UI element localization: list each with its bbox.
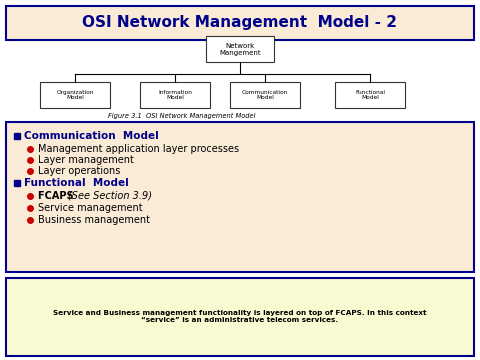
Text: Functional  Model: Functional Model bbox=[24, 178, 129, 188]
Text: Layer management: Layer management bbox=[38, 155, 134, 165]
FancyBboxPatch shape bbox=[140, 82, 210, 108]
Bar bbox=[14, 180, 20, 186]
Text: Functional
Model: Functional Model bbox=[355, 90, 385, 100]
Text: Service and Business management functionality is layered on top of FCAPS. In thi: Service and Business management function… bbox=[53, 310, 427, 324]
FancyBboxPatch shape bbox=[6, 6, 474, 40]
Text: Layer operations: Layer operations bbox=[38, 166, 120, 176]
Text: Figure 3.1  OSI Network Management Model: Figure 3.1 OSI Network Management Model bbox=[108, 113, 255, 119]
FancyBboxPatch shape bbox=[206, 36, 274, 62]
Text: Service management: Service management bbox=[38, 203, 143, 213]
Text: OSI Network Management  Model - 2: OSI Network Management Model - 2 bbox=[83, 15, 397, 31]
Text: Management application layer processes: Management application layer processes bbox=[38, 144, 239, 154]
Text: (See Section 3.9): (See Section 3.9) bbox=[68, 191, 152, 201]
Text: Business management: Business management bbox=[38, 215, 150, 225]
FancyBboxPatch shape bbox=[40, 82, 110, 108]
FancyBboxPatch shape bbox=[6, 122, 474, 272]
FancyBboxPatch shape bbox=[230, 82, 300, 108]
FancyBboxPatch shape bbox=[6, 278, 474, 356]
Text: Organization
Model: Organization Model bbox=[56, 90, 94, 100]
Text: Communication  Model: Communication Model bbox=[24, 131, 159, 141]
Text: Network
Mangement: Network Mangement bbox=[219, 42, 261, 55]
Text: Communication
Model: Communication Model bbox=[242, 90, 288, 100]
FancyBboxPatch shape bbox=[335, 82, 405, 108]
Bar bbox=[14, 133, 20, 139]
Text: FCAPS: FCAPS bbox=[38, 191, 80, 201]
Text: Information
Model: Information Model bbox=[158, 90, 192, 100]
